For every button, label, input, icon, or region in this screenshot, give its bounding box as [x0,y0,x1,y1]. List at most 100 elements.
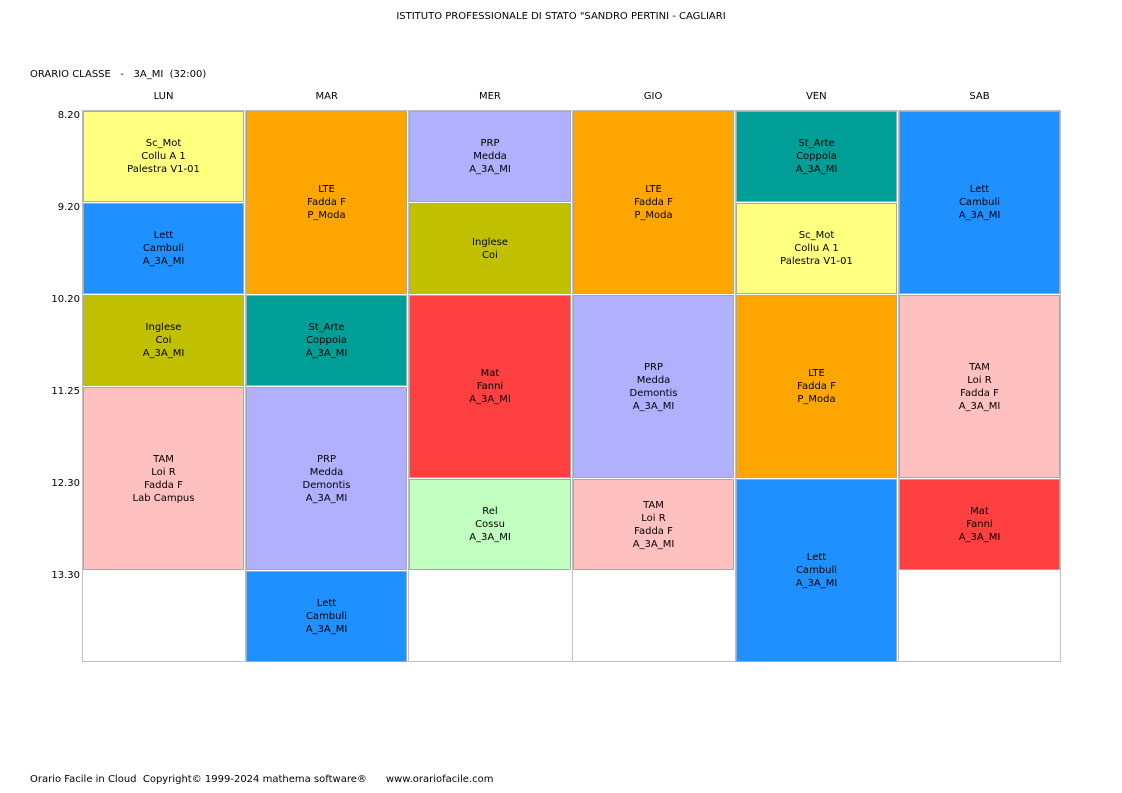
time-label: 9.20 [57,202,80,213]
column-divider [245,110,246,662]
column-divider [408,110,409,662]
lesson-detail: Loi R [967,374,992,386]
time-label: 10.20 [51,294,80,305]
lesson-subject: TAM [153,453,174,465]
lesson-detail: A_3A_MI [958,532,1001,543]
lesson-detail: Fadda F [797,381,836,392]
lesson-detail: Collu A 1 [794,243,839,254]
lesson-cell[interactable]: LTE Fadda F P_Moda [246,111,407,294]
day-header-mer: MER [478,91,501,102]
lesson-detail: Demontis [629,387,678,399]
time-label: 8.20 [57,110,80,121]
day-header-sab: SAB [969,91,990,102]
lesson-detail: A_3A_MI [632,400,675,412]
lesson-subject: St_Arte [798,138,835,149]
lesson-cell[interactable]: Rel Cossu A_3A_MI [409,479,571,570]
time-label: 12.30 [51,478,80,489]
lesson-subject: PRP [480,138,500,149]
lesson-cell[interactable]: Lett Cambuli A_3A_MI [246,571,407,662]
time-label: 13.30 [51,570,80,581]
lesson-detail: Fadda F [144,479,183,491]
lesson-cell[interactable]: Lett Cambuli A_3A_MI [899,111,1060,294]
lesson-detail: Palestra V1-01 [780,256,853,267]
lesson-detail: Coi [482,249,498,261]
lesson-detail: Lab Campus [132,492,195,504]
day-header-gio: GIO [643,91,663,102]
lesson-detail: A_3A_MI [305,348,348,359]
lesson-detail: A_3A_MI [305,492,348,504]
lesson-detail: P_Moda [634,210,673,221]
lesson-detail: A_3A_MI [469,532,511,543]
lesson-detail: Cambuli [305,611,348,622]
lesson-detail: A_3A_MI [958,400,1001,412]
lesson-detail: Medda [309,466,344,478]
lesson-detail: A_3A_MI [795,578,838,589]
lesson-cell[interactable]: PRP Medda Demontis A_3A_MI [246,387,407,570]
lesson-subject: LTE [318,184,335,195]
lesson-cell[interactable]: St_Arte Coppola A_3A_MI [246,295,407,386]
lesson-cell[interactable]: PRP Medda Demontis A_3A_MI [573,295,734,478]
lesson-cell[interactable]: Mat Fanni A_3A_MI [409,295,571,478]
lesson-cell[interactable]: TAM Loi R Fadda F A_3A_MI [573,479,734,570]
lesson-subject: LTE [808,368,825,379]
lesson-cell[interactable]: LTE Fadda F P_Moda [573,111,734,294]
lesson-detail: Loi R [641,512,666,524]
lesson-detail: P_Moda [307,210,346,221]
lesson-cell[interactable]: TAM Loi R Fadda F Lab Campus [83,387,244,570]
lesson-detail: Coppola [796,151,837,162]
lesson-subject: LTE [645,184,662,195]
school-title: ISTITUTO PROFESSIONALE DI STATO "SANDRO … [396,11,726,22]
lesson-subject: Lett [806,552,827,563]
lesson-cell[interactable]: St_Arte Coppola A_3A_MI [736,111,897,202]
lesson-cell[interactable]: TAM Loi R Fadda F A_3A_MI [899,295,1060,478]
lesson-detail: A_3A_MI [305,624,348,635]
lesson-subject: Mat [970,506,989,517]
lesson-cell[interactable]: LTE Fadda F P_Moda [736,295,897,478]
lesson-detail: Cossu [475,519,505,530]
lesson-cell[interactable]: Inglese Coi [409,203,571,294]
day-header-mar: MAR [315,91,338,102]
lesson-detail: Cambuli [958,197,1001,208]
lesson-cell[interactable]: PRP Medda A_3A_MI [409,111,571,202]
lesson-detail: Collu A 1 [141,151,186,162]
lesson-subject: PRP [316,453,336,465]
day-header-lun: LUN [153,91,174,102]
lesson-cell[interactable]: Lett Cambuli A_3A_MI [736,479,897,662]
lesson-detail: Fanni [966,519,993,530]
lesson-detail: Fanni [476,381,504,392]
lesson-subject: TAM [643,499,664,511]
lesson-subject: TAM [969,361,990,373]
lesson-detail: A_3A_MI [795,164,838,175]
class-header: ORARIO CLASSE - 3A_MI (32:00) [30,69,207,80]
lesson-cell[interactable]: Sc_Mot Collu A 1 Palestra V1-01 [736,203,897,294]
lesson-cell[interactable]: Inglese Coi A_3A_MI [83,295,244,386]
lesson-detail: A_3A_MI [142,256,185,267]
column-divider [735,110,736,662]
lesson-subject: Inglese [472,236,508,248]
lesson-subject: Mat [480,368,500,379]
lesson-detail: A_3A_MI [469,164,511,175]
time-label: 11.25 [51,386,80,397]
lesson-detail: Cambuli [795,565,838,576]
lesson-subject: Lett [969,184,990,195]
lesson-detail: Fadda F [634,525,673,537]
lesson-subject: Lett [316,598,337,609]
lesson-detail: Loi R [151,466,176,478]
lesson-subject: St_Arte [308,322,345,333]
lesson-detail: Palestra V1-01 [127,164,200,175]
column-divider [572,110,573,662]
lesson-subject: Inglese [145,322,182,333]
lesson-cell[interactable]: Lett Cambuli A_3A_MI [83,203,244,294]
lesson-detail: A_3A_MI [469,394,511,405]
lesson-detail: A_3A_MI [142,348,185,359]
lesson-cell[interactable]: Sc_Mot Collu A 1 Palestra V1-01 [83,111,244,202]
lesson-detail: Fadda F [960,387,999,399]
lesson-detail: Demontis [302,479,351,491]
lesson-detail: Fadda F [307,197,346,208]
lesson-cell[interactable]: Mat Fanni A_3A_MI [899,479,1060,570]
lesson-detail: Cambuli [142,243,185,254]
lesson-subject: PRP [643,361,663,373]
day-header-ven: VEN [805,91,827,102]
lesson-detail: Fadda F [634,197,673,208]
lesson-detail: Medda [473,151,507,162]
